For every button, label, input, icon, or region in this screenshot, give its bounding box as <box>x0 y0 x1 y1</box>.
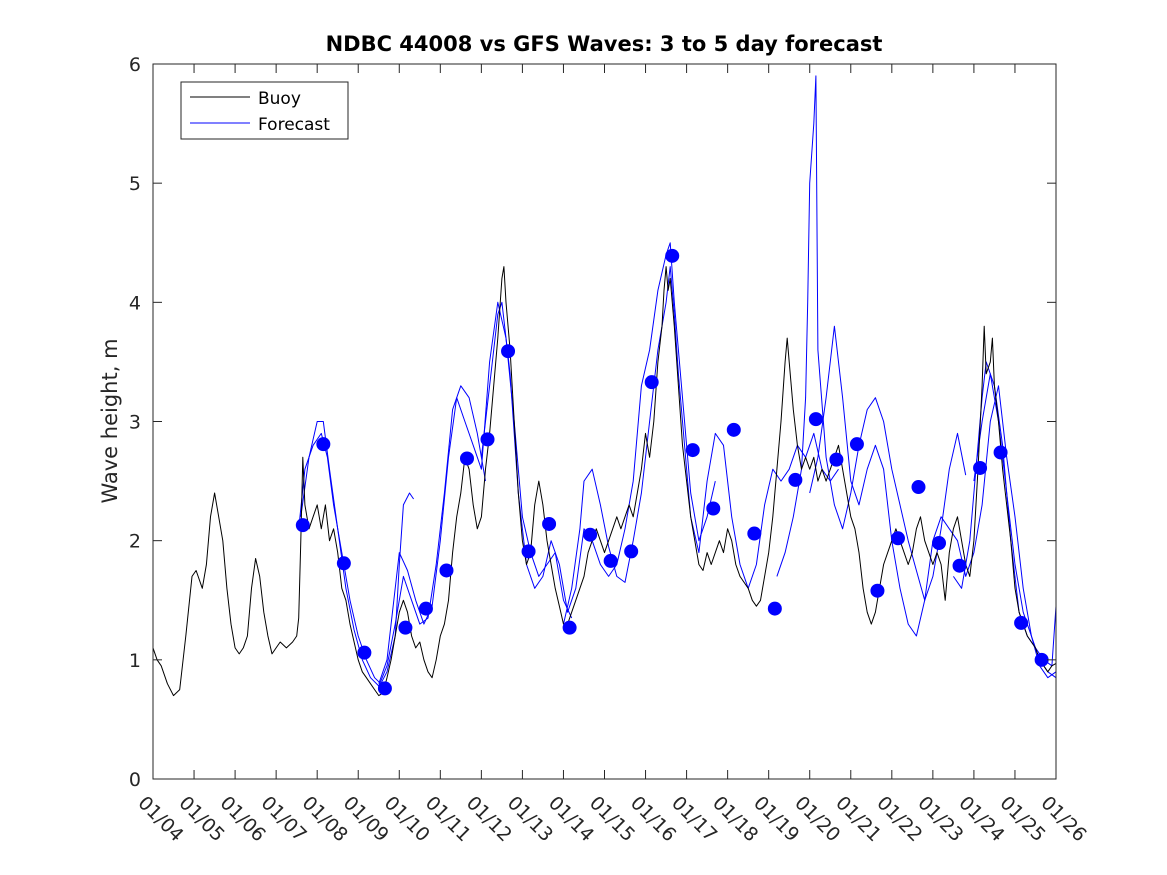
chart-title: NDBC 44008 vs GFS Waves: 3 to 5 day fore… <box>326 32 883 56</box>
x-tick-label-6: 01/10 <box>380 792 434 846</box>
forecast-marker-2 <box>336 556 351 571</box>
x-tick-label-11: 01/15 <box>585 792 639 846</box>
forecast-marker-25 <box>808 412 823 427</box>
forecast-marker-31 <box>932 536 947 551</box>
x-tick-label-10: 01/14 <box>544 792 598 846</box>
forecast-series-line-3 <box>378 301 573 684</box>
forecast-marker-12 <box>542 516 557 531</box>
forecast-marker-1 <box>316 437 331 452</box>
forecast-marker-21 <box>726 422 741 437</box>
x-tick-label-5: 01/09 <box>339 792 393 846</box>
forecast-marker-24 <box>788 472 803 487</box>
forecast-marker-36 <box>1034 652 1049 667</box>
legend-box <box>180 81 349 140</box>
y-tick-label-1: 1 <box>129 650 141 672</box>
forecast-marker-9 <box>480 432 495 447</box>
x-tick-label-3: 01/07 <box>257 792 311 846</box>
forecast-marker-6 <box>418 601 433 616</box>
y-axis-label: Wave height, m <box>98 338 122 503</box>
forecast-marker-32 <box>952 558 967 573</box>
forecast-marker-14 <box>583 527 598 542</box>
x-tick-label-13: 01/17 <box>667 792 721 846</box>
x-tick-label-4: 01/08 <box>298 792 352 846</box>
forecast-marker-3 <box>357 645 372 660</box>
y-tick-label-3: 3 <box>129 412 141 434</box>
x-tick-label-1: 01/05 <box>175 792 229 846</box>
forecast-series-line-8 <box>952 361 1057 667</box>
x-tick-label-20: 01/24 <box>954 792 1008 846</box>
legend-buoy-label: Buoy <box>258 89 301 109</box>
forecast-marker-26 <box>829 452 844 467</box>
x-tick-label-2: 01/06 <box>216 792 270 846</box>
x-tick-label-8: 01/12 <box>462 792 516 846</box>
forecast-marker-11 <box>521 544 536 559</box>
x-tick-label-7: 01/11 <box>421 792 475 846</box>
x-tick-label-0: 01/04 <box>133 792 187 846</box>
forecast-marker-19 <box>685 443 700 458</box>
forecast-marker-5 <box>398 620 413 635</box>
forecast-marker-17 <box>644 375 659 390</box>
forecast-marker-35 <box>1014 615 1029 630</box>
y-tick-label-5: 5 <box>129 173 141 195</box>
forecast-marker-13 <box>562 620 577 635</box>
forecast-marker-22 <box>747 526 762 541</box>
forecast-marker-23 <box>767 601 782 616</box>
y-tick-label-2: 2 <box>129 531 141 553</box>
forecast-series-line-1 <box>298 432 415 685</box>
legend-forecast-label: Forecast <box>258 115 330 135</box>
forecast-marker-8 <box>459 451 474 466</box>
forecast-marker-33 <box>973 460 988 475</box>
y-tick-label-6: 6 <box>129 54 141 76</box>
buoy-series-line <box>152 266 1057 697</box>
forecast-marker-28 <box>870 583 885 598</box>
forecast-marker-30 <box>911 480 926 495</box>
x-tick-label-19: 01/23 <box>913 792 967 846</box>
x-tick-label-9: 01/13 <box>503 792 557 846</box>
x-tick-label-14: 01/18 <box>708 792 762 846</box>
forecast-marker-4 <box>377 681 392 696</box>
forecast-marker-29 <box>890 531 905 546</box>
forecast-series-line-6 <box>776 75 967 601</box>
x-tick-label-12: 01/16 <box>626 792 680 846</box>
forecast-marker-10 <box>501 344 516 359</box>
x-tick-label-15: 01/19 <box>749 792 803 846</box>
forecast-series-line-9 <box>973 373 1057 679</box>
forecast-marker-27 <box>849 437 864 452</box>
forecast-marker-34 <box>993 445 1008 460</box>
forecast-marker-0 <box>295 518 310 533</box>
x-tick-label-17: 01/21 <box>831 792 885 846</box>
forecast-marker-15 <box>603 553 618 568</box>
y-tick-label-0: 0 <box>129 769 141 791</box>
x-tick-label-18: 01/22 <box>872 792 926 846</box>
forecast-marker-16 <box>624 544 639 559</box>
plot-area: 012345601/0401/0501/0601/0701/0801/0901/… <box>129 54 1091 846</box>
y-tick-label-4: 4 <box>129 292 141 314</box>
x-tick-label-21: 01/25 <box>995 792 1049 846</box>
forecast-series-line-2 <box>300 385 486 687</box>
x-tick-label-16: 01/20 <box>790 792 844 846</box>
legend: Buoy Forecast <box>180 81 349 140</box>
forecast-series-line-4 <box>480 242 716 613</box>
x-tick-label-22: 01/26 <box>1036 792 1090 846</box>
axes-box <box>152 63 1057 780</box>
forecast-marker-18 <box>665 248 680 263</box>
forecast-marker-7 <box>439 563 454 578</box>
forecast-marker-20 <box>706 501 721 516</box>
